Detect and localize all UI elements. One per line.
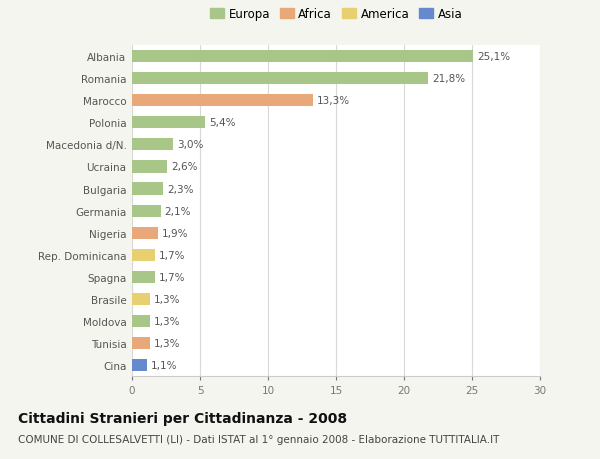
Bar xyxy=(132,249,155,261)
Legend: Europa, Africa, America, Asia: Europa, Africa, America, Asia xyxy=(209,8,463,21)
Text: 1,7%: 1,7% xyxy=(159,250,186,260)
Bar xyxy=(132,359,147,371)
Text: 5,4%: 5,4% xyxy=(209,118,236,128)
Text: 1,7%: 1,7% xyxy=(159,272,186,282)
Bar xyxy=(132,205,161,217)
Bar xyxy=(132,183,163,195)
Text: 25,1%: 25,1% xyxy=(478,52,511,62)
Text: 1,3%: 1,3% xyxy=(154,316,180,326)
Bar xyxy=(132,315,149,327)
Text: 2,6%: 2,6% xyxy=(172,162,198,172)
Text: 1,1%: 1,1% xyxy=(151,360,178,370)
Bar xyxy=(132,117,205,129)
Text: 1,9%: 1,9% xyxy=(162,228,188,238)
Text: 1,3%: 1,3% xyxy=(154,338,180,348)
Text: Cittadini Stranieri per Cittadinanza - 2008: Cittadini Stranieri per Cittadinanza - 2… xyxy=(18,411,347,425)
Text: 13,3%: 13,3% xyxy=(317,96,350,106)
Bar xyxy=(132,293,149,305)
Bar xyxy=(132,139,173,151)
Bar xyxy=(132,95,313,107)
Bar xyxy=(132,73,428,85)
Bar xyxy=(132,51,473,63)
Text: COMUNE DI COLLESALVETTI (LI) - Dati ISTAT al 1° gennaio 2008 - Elaborazione TUTT: COMUNE DI COLLESALVETTI (LI) - Dati ISTA… xyxy=(18,434,499,444)
Text: 2,3%: 2,3% xyxy=(167,184,194,194)
Text: 2,1%: 2,1% xyxy=(164,206,191,216)
Bar xyxy=(132,271,155,283)
Text: 21,8%: 21,8% xyxy=(433,74,466,84)
Text: 1,3%: 1,3% xyxy=(154,294,180,304)
Bar xyxy=(132,337,149,349)
Bar xyxy=(132,161,167,173)
Bar xyxy=(132,227,158,239)
Text: 3,0%: 3,0% xyxy=(177,140,203,150)
